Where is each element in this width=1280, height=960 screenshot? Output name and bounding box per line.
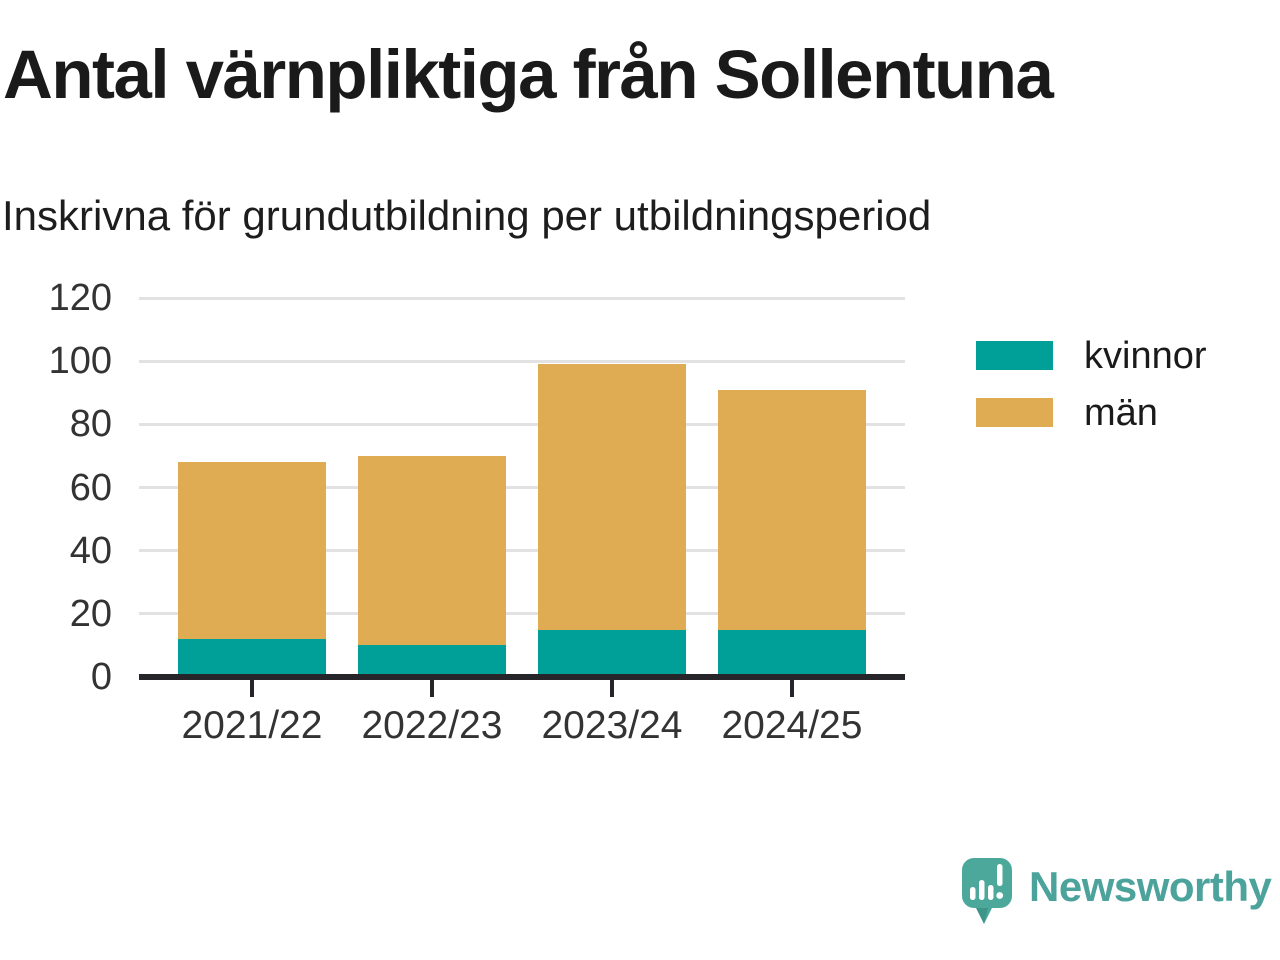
bar-segment-kvinnor [537,629,687,677]
legend: kvinnor män [976,337,1207,455]
legend-label: män [1084,391,1158,434]
bar-segment-män [177,462,327,640]
bar-segment-kvinnor [717,629,867,677]
y-tick-label: 100 [48,340,112,383]
x-tick-label: 2023/24 [541,704,683,747]
bar-2023/24 [537,364,687,677]
newsworthy-logo-text: Newsworthy [1029,863,1272,910]
newsworthy-speech-bubble-barchart-icon [962,858,1012,924]
x-tick [429,680,434,697]
gridline-60 [139,486,905,489]
bar-segment-män [717,389,867,630]
legend-item-kvinnor: kvinnor [976,337,1207,375]
x-tick [609,680,614,697]
y-axis-labels: 0 20 40 60 80 100 120 [0,277,112,698]
x-axis-line [139,674,905,680]
y-tick-label: 60 [69,466,112,509]
bar-segment-kvinnor [177,639,327,677]
gridline-20 [139,612,905,616]
chart-title: Antal värnpliktiga från Sollentuna [3,36,1054,113]
gridline-120 [139,296,905,300]
x-tick-label: 2024/25 [721,704,863,747]
bar-segment-män [357,455,507,646]
x-tick [789,680,794,697]
bar-2021/22 [177,462,327,677]
y-tick-label: 120 [48,277,112,319]
x-tick-label: 2021/22 [181,704,323,747]
legend-label: kvinnor [1084,334,1207,377]
y-tick-label: 20 [69,592,112,635]
gridline-100 [139,359,905,363]
y-tick-label: 40 [69,529,112,572]
y-tick-label: 0 [90,656,112,698]
plot-area: 2021/22 2022/23 2023/24 2024/25 [139,296,905,745]
bar-segment-kvinnor [357,645,507,677]
gridline-80 [139,422,905,426]
chart-subtitle: Inskrivna för grundutbildning per utbild… [2,192,932,239]
x-tick [249,680,254,697]
legend-swatch-kvinnor [976,341,1053,370]
bar-2024/25 [717,389,867,677]
newsworthy-logo: Newsworthy [962,858,1272,926]
bar-2022/23 [357,455,507,677]
gridline-40 [139,549,905,553]
x-tick-label: 2022/23 [361,704,503,747]
legend-item-män: män [976,394,1207,432]
bar-segment-män [537,364,687,630]
legend-swatch-män [976,398,1053,427]
y-tick-label: 80 [69,403,112,446]
